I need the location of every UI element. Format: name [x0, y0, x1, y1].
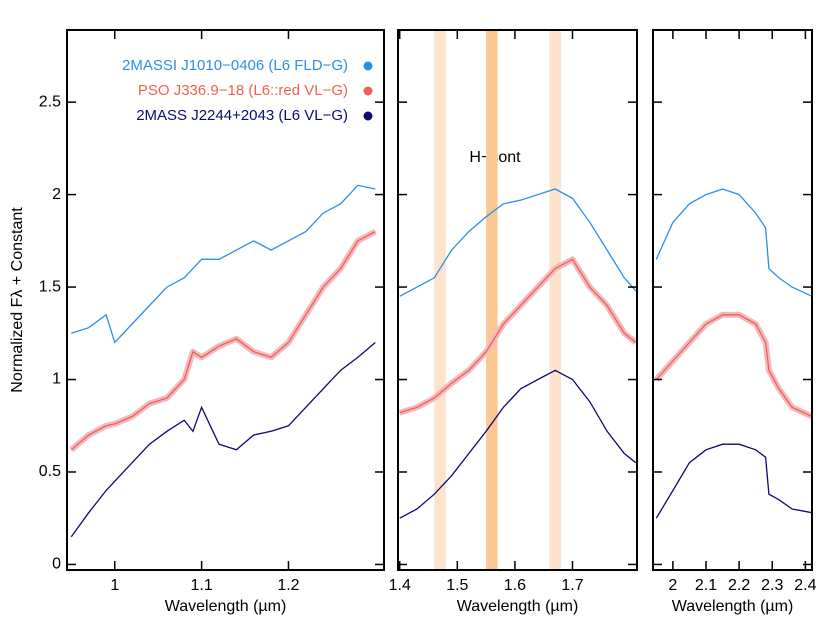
highlight-band	[486, 30, 498, 570]
y-tick-label: 1.5	[39, 278, 61, 295]
y-tick-label: 1	[52, 371, 61, 388]
y-tick-label: 0	[52, 556, 61, 573]
legend-label: PSO J336.9−18 (L6::red VL−G)	[138, 82, 348, 99]
highlight-band	[549, 30, 561, 570]
spectrum-line	[70, 342, 376, 538]
x-axis-label: Wavelength (µm)	[457, 598, 579, 615]
x-tick-label: 1.2	[277, 577, 299, 594]
x-tick-label: 2.4	[794, 577, 816, 594]
spectrum-line	[399, 369, 637, 519]
x-tick-label: 1.4	[389, 577, 411, 594]
x-axis-label: Wavelength (µm)	[672, 598, 794, 615]
spectrum-line	[399, 188, 637, 297]
spectrum-line	[399, 258, 637, 414]
panel-frame	[652, 29, 813, 571]
x-tick-label: 2	[668, 577, 677, 594]
spectrum-line	[70, 231, 376, 451]
spectrum-line	[71, 184, 376, 344]
y-tick-label: 0.5	[39, 463, 61, 480]
legend-marker	[363, 86, 373, 96]
spectrum-line	[655, 188, 813, 297]
x-tick-label: 2.1	[695, 577, 717, 594]
spectrum-line	[655, 443, 813, 519]
x-tick-label: 1.5	[446, 577, 468, 594]
panel-frame	[397, 29, 638, 571]
x-tick-label: 1	[110, 577, 119, 594]
legend-marker	[363, 61, 373, 71]
panel-frame	[66, 29, 385, 571]
y-tick-label: 2	[52, 186, 61, 203]
x-tick-label: 1.6	[504, 577, 526, 594]
error-envelope	[654, 311, 814, 420]
highlight-band	[434, 30, 446, 570]
legend-label: 2MASS J2244+2043 (L6 VL−G)	[136, 107, 348, 124]
legend-marker	[363, 111, 373, 121]
y-axis-label: Normalized Fλ + Constant	[9, 207, 26, 393]
y-tick-label: 2.5	[39, 93, 61, 110]
x-tick-label: 1.7	[561, 577, 583, 594]
x-axis-label: Wavelength (µm)	[165, 598, 287, 615]
x-tick-label: 2.2	[728, 577, 750, 594]
legend-label: 2MASSI J1010−0406 (L6 FLD−G)	[122, 57, 348, 74]
x-tick-label: 1.1	[190, 577, 212, 594]
x-tick-label: 2.3	[761, 577, 783, 594]
spectrum-line	[655, 314, 813, 418]
